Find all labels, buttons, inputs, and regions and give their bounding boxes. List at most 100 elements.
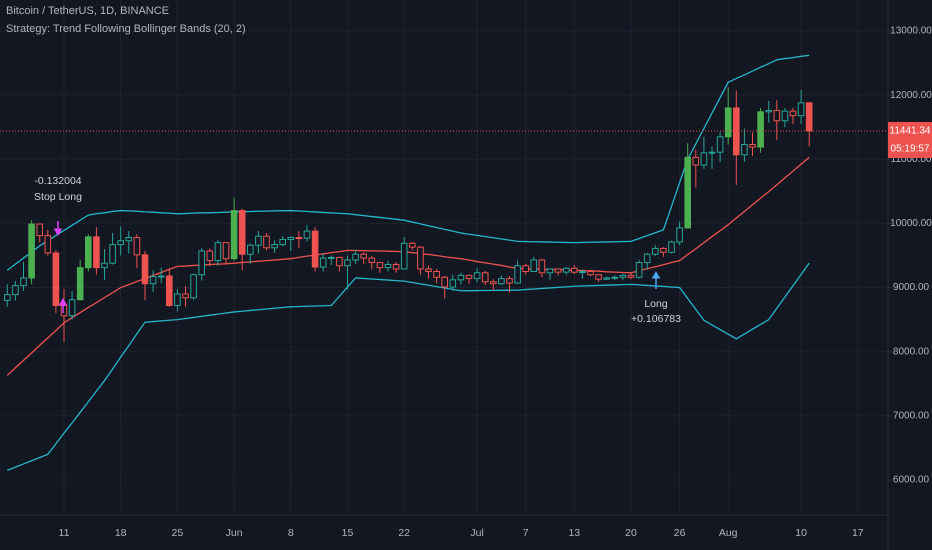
candle-body <box>109 244 116 264</box>
countdown-box <box>888 139 932 158</box>
candle-body <box>198 250 205 276</box>
trade-profit: -0.132004 <box>34 175 81 187</box>
x-tick-label: 17 <box>852 527 864 539</box>
candle-body <box>514 265 521 284</box>
candle-body <box>287 237 295 240</box>
candle-body <box>773 110 781 122</box>
candle-body <box>522 265 530 273</box>
candle-body <box>684 156 692 229</box>
candle-body <box>279 238 286 246</box>
last-price-label: 11441.34 <box>890 126 931 137</box>
candle-body <box>255 235 262 246</box>
strategy-label: Strategy: Trend Following Bollinger Band… <box>6 23 246 35</box>
candle-body <box>141 254 149 285</box>
candle-body <box>12 285 19 296</box>
candle-body <box>425 268 432 273</box>
candle-body <box>417 246 424 270</box>
x-tick-label: 13 <box>568 527 580 539</box>
candle-body <box>498 278 505 285</box>
x-tick-label: Aug <box>719 527 738 539</box>
candle-body <box>627 274 635 278</box>
x-tick-label: 25 <box>172 527 184 539</box>
candle-body <box>376 262 384 269</box>
candle-body <box>157 275 165 278</box>
candle-body <box>182 293 189 299</box>
candle-body <box>44 235 52 254</box>
candle-body <box>85 236 92 269</box>
candle-body <box>271 244 278 249</box>
lower-band <box>7 262 810 471</box>
candle-body <box>303 230 311 239</box>
bands <box>6 54 810 471</box>
candle-body <box>166 275 173 307</box>
y-tick-label: 13000.00 <box>890 26 932 37</box>
candle-body <box>724 107 732 138</box>
candle-body <box>716 136 724 153</box>
candle-body <box>76 267 84 301</box>
countdown-label: 05:19:57 <box>891 144 930 155</box>
candle-body <box>336 256 343 267</box>
candles <box>4 87 813 343</box>
upper-band <box>6 54 810 271</box>
candle-body <box>409 242 416 248</box>
candle-body <box>490 281 497 285</box>
candle-body <box>530 259 538 273</box>
candle-body <box>781 110 789 122</box>
price-marker: 11441.34 05:19:57 <box>0 121 932 158</box>
candle-body <box>93 236 100 269</box>
candle-body <box>579 271 586 274</box>
candle-body <box>117 240 125 246</box>
candle-body <box>352 253 359 261</box>
candle-body <box>433 271 440 278</box>
y-tick-label: 11000.00 <box>891 154 932 165</box>
candle-body <box>611 276 619 279</box>
candle-body <box>643 253 651 264</box>
axes: 6000.00 7000.00 8000.00 9000.00 10000.00 1100… <box>59 26 932 539</box>
candle-body <box>60 305 68 317</box>
x-tick-label: 22 <box>398 527 410 539</box>
candle-body <box>384 263 392 269</box>
candle-body <box>668 241 675 253</box>
x-tick-label: 26 <box>674 527 686 539</box>
candle-body <box>295 237 303 240</box>
candle-body <box>319 257 327 268</box>
trade-profit: +0.106783 <box>631 313 681 325</box>
candle-body <box>101 262 108 269</box>
x-tick-label: 11 <box>59 527 70 539</box>
candle-body <box>733 107 740 156</box>
y-tick-label: 9000.00 <box>893 282 930 293</box>
candle-body <box>700 152 708 166</box>
candle-body <box>263 235 270 249</box>
candle-body <box>571 267 578 273</box>
exit-arrow-up <box>58 298 68 313</box>
candle-body <box>635 262 643 278</box>
candle-body <box>562 267 570 273</box>
candle-body <box>20 277 27 287</box>
candle-body <box>206 250 214 262</box>
candle-body <box>149 276 157 285</box>
candle-body <box>506 278 513 284</box>
candle-body <box>603 277 611 280</box>
candle-body <box>741 144 748 156</box>
candle-body <box>52 252 60 307</box>
candle-body <box>619 274 627 278</box>
candle-body <box>392 263 400 270</box>
exit-arrow <box>53 221 63 236</box>
candle-body <box>749 144 756 148</box>
candle-body <box>457 274 465 281</box>
candle-body <box>797 102 805 117</box>
candle-body <box>222 242 230 260</box>
candle-body <box>595 274 602 280</box>
candle-body <box>230 210 238 260</box>
candle-body <box>473 272 481 280</box>
x-tick-label: Jul <box>470 527 483 539</box>
candle-body <box>368 257 376 264</box>
candle-body <box>190 274 197 299</box>
candle-body <box>360 253 367 259</box>
entry-arrow <box>651 271 661 289</box>
candle-body <box>692 156 700 166</box>
x-tick-label: 10 <box>795 527 807 539</box>
chart-title: Bitcoin / TetherUS, 1D, BINANCE <box>6 5 169 17</box>
